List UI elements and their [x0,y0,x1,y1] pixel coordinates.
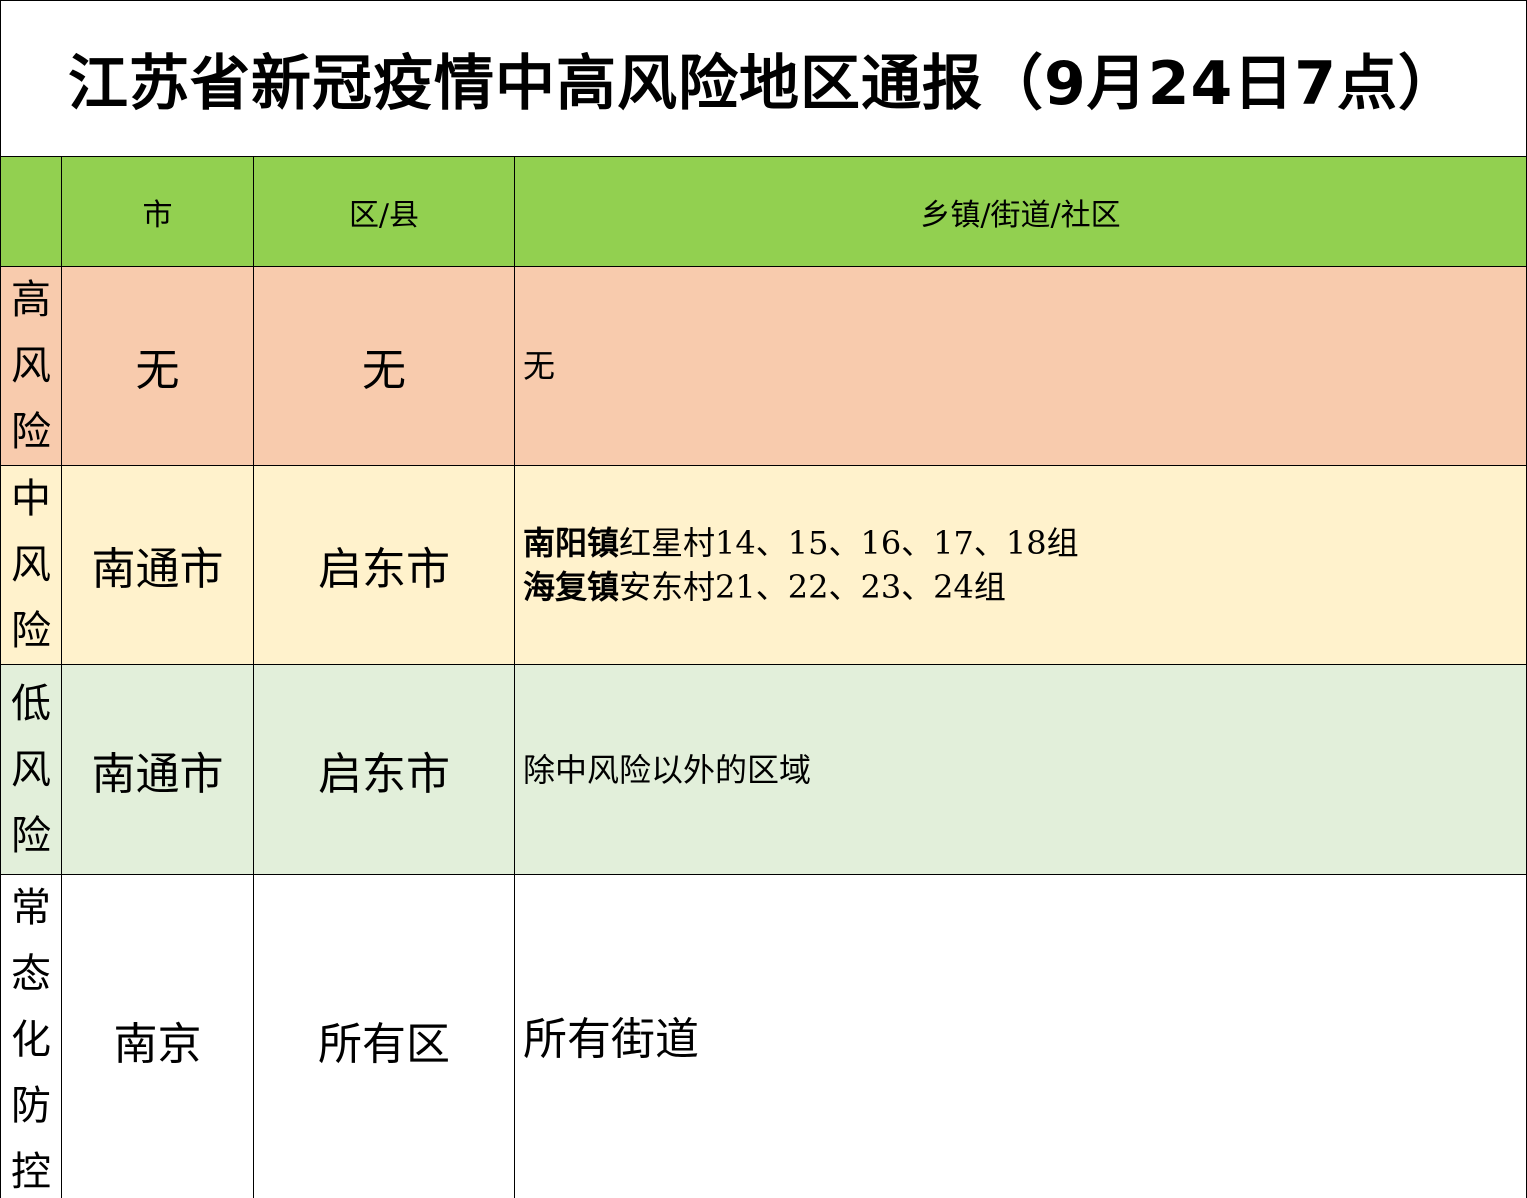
area-line: 南阳镇红星村14、15、16、17、18组 [523,521,1526,565]
level-cell: 低风险 [0,664,62,875]
city-cell: 南京 [61,874,254,1198]
header-area: 乡镇/街道/社区 [514,156,1527,267]
level-cell: 高风险 [0,266,62,466]
level-label: 高风险 [11,277,51,455]
town-name: 南阳镇 [523,524,620,562]
table-row-low-risk: 低风险 南通市 启东市 除中风险以外的区域 [0,664,1527,875]
risk-table: 市 区/县 乡镇/街道/社区 高风险 无 无 无 中风险 南通市 启东市 南阳镇… [0,156,1527,1198]
level-label: 常态化防控 [11,885,51,1195]
table-row-high-risk: 高风险 无 无 无 [0,266,1527,466]
level-cell: 中风险 [0,465,62,665]
district-cell: 所有区 [253,874,515,1198]
area-line: 海复镇安东村21、22、23、24组 [523,565,1526,609]
level-label: 低风险 [11,680,51,859]
table-row-normal-control: 常态化防控 南京 所有区 所有街道 [0,874,1527,1198]
area-cell: 南阳镇红星村14、15、16、17、18组 海复镇安东村21、22、23、24组 [514,465,1527,665]
district-cell: 无 [253,266,515,466]
district-cell: 启东市 [253,664,515,875]
level-cell: 常态化防控 [0,874,62,1198]
table-row-medium-risk: 中风险 南通市 启东市 南阳镇红星村14、15、16、17、18组 海复镇安东村… [0,465,1527,665]
header-level [0,156,62,267]
header-district: 区/县 [253,156,515,267]
area-cell: 所有街道 [514,874,1527,1198]
page-title: 江苏省新冠疫情中高风险地区通报（9月24日7点） [0,0,1527,156]
header-row: 市 区/县 乡镇/街道/社区 [0,156,1527,267]
area-cell: 除中风险以外的区域 [514,664,1527,875]
header-city: 市 [61,156,254,267]
area-cell: 无 [514,266,1527,466]
city-cell: 南通市 [61,465,254,665]
district-cell: 启东市 [253,465,515,665]
level-label: 中风险 [11,476,51,654]
city-cell: 南通市 [61,664,254,875]
area-detail: 安东村21、22、23、24组 [619,568,1006,606]
city-cell: 无 [61,266,254,466]
area-detail: 红星村14、15、16、17、18组 [619,524,1079,562]
town-name: 海复镇 [523,568,620,606]
